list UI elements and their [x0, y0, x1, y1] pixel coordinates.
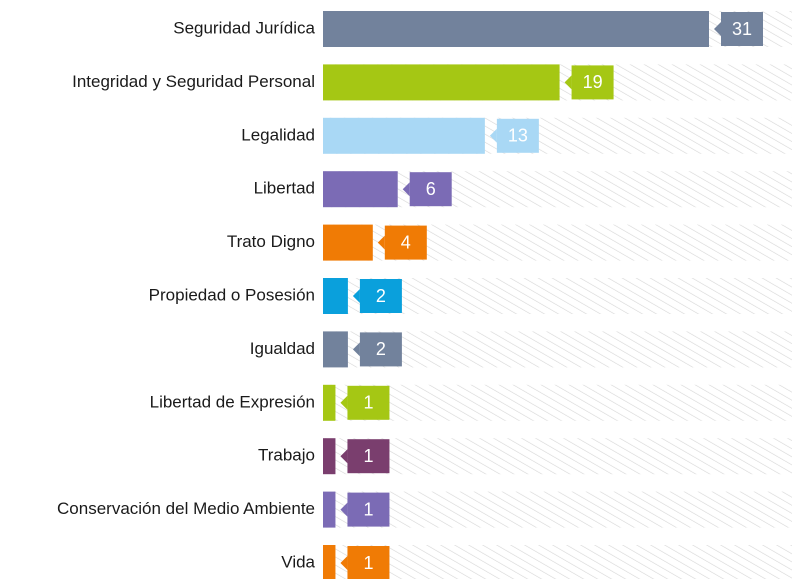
value-label: 1	[363, 499, 373, 519]
value-pointer	[564, 75, 572, 90]
value-label: 1	[363, 446, 373, 466]
value-pointer	[714, 22, 721, 36]
value-pointer	[402, 182, 410, 197]
bar	[323, 11, 709, 47]
category-label: Libertad de Expresión	[150, 392, 315, 411]
bar-background	[323, 545, 792, 579]
bar	[323, 64, 560, 101]
bar-background	[323, 171, 792, 208]
value-box	[359, 332, 402, 367]
value-pointer	[340, 449, 348, 464]
value-pointer	[352, 289, 360, 303]
value-label: 4	[401, 232, 411, 252]
value-box	[359, 279, 402, 313]
bar	[323, 278, 348, 314]
category-label: Libertad	[254, 179, 315, 198]
value-pointer	[340, 556, 348, 570]
bar	[323, 331, 348, 368]
bar	[323, 117, 485, 154]
category-label: Legalidad	[241, 125, 315, 144]
category-label: Trabajo	[258, 446, 315, 465]
value-box	[347, 546, 390, 579]
value-box	[347, 385, 390, 420]
value-box	[384, 225, 427, 260]
value-label: 31	[732, 19, 752, 39]
value-box	[347, 439, 390, 474]
category-label: Propiedad o Posesión	[149, 285, 315, 304]
value-box	[347, 492, 390, 527]
category-label: Vida	[281, 552, 315, 571]
value-box	[496, 118, 539, 153]
value-pointer	[489, 128, 497, 143]
bar	[323, 491, 336, 528]
category-label: Seguridad Jurídica	[173, 18, 315, 37]
value-label: 2	[376, 339, 386, 359]
value-label: 6	[426, 179, 436, 199]
value-box	[409, 172, 452, 207]
value-pointer	[340, 502, 348, 517]
value-box	[721, 12, 763, 46]
value-label: 2	[376, 286, 386, 306]
bar	[323, 384, 336, 421]
value-label: 19	[583, 72, 603, 92]
value-label: 13	[508, 126, 528, 146]
category-label: Integridad y Seguridad Personal	[72, 72, 315, 91]
bar	[323, 438, 336, 475]
value-box	[571, 65, 614, 100]
value-pointer	[377, 235, 385, 250]
bar-background	[323, 384, 792, 421]
value-label: 1	[363, 553, 373, 573]
category-label: Trato Digno	[227, 232, 315, 251]
value-pointer	[352, 342, 360, 357]
bar	[323, 545, 336, 579]
bar-background	[323, 491, 792, 528]
bar-background	[323, 438, 792, 475]
value-pointer	[340, 395, 348, 410]
category-label: Igualdad	[250, 339, 315, 358]
value-label: 1	[363, 393, 373, 413]
category-label: Conservación del Medio Ambiente	[57, 499, 315, 518]
bar	[323, 224, 373, 261]
bar	[323, 171, 398, 208]
